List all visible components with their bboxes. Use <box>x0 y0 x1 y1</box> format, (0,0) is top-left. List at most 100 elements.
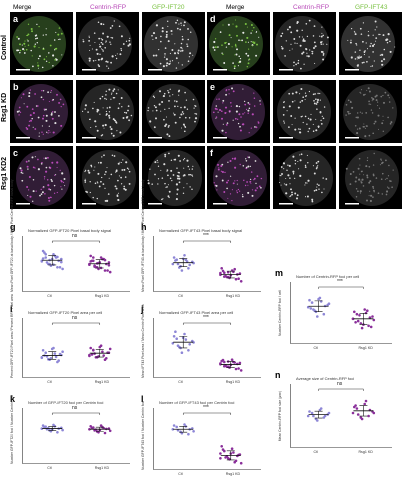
data-point <box>98 345 102 349</box>
data-point <box>93 352 96 355</box>
error-bar <box>179 336 188 349</box>
chart-ylabel-i: Percent GFP-IFT20 Pixel area / Percent R… <box>10 294 14 378</box>
panel-letter-h: h <box>141 222 147 232</box>
micrograph-panel <box>339 12 402 75</box>
data-point <box>106 269 109 272</box>
data-point <box>108 347 112 351</box>
x-tick-label: Ctl <box>178 380 183 384</box>
data-point <box>94 428 98 431</box>
data-point <box>61 267 64 271</box>
data-point <box>60 257 63 261</box>
x-tick-label: Ctl <box>47 380 52 384</box>
data-point <box>363 402 366 406</box>
data-point <box>360 417 364 421</box>
data-point <box>103 431 107 435</box>
data-point <box>226 270 230 274</box>
data-point <box>234 277 238 281</box>
data-point <box>230 447 234 450</box>
error-bar <box>226 361 235 368</box>
chart-axes <box>290 282 392 344</box>
data-point <box>317 297 320 301</box>
data-point <box>316 419 319 422</box>
data-point <box>44 351 47 354</box>
chart-title-l: Number of GFP-IFT43 foci per Centrin foc… <box>159 400 235 405</box>
data-point <box>175 425 178 429</box>
data-point <box>238 361 242 365</box>
data-point <box>371 315 374 318</box>
micrograph-panel <box>273 146 336 209</box>
row-label-kd: Rsg1 KD <box>1 92 8 122</box>
data-point <box>41 257 45 260</box>
chart-title-j: Normalized GFP-IFT43 Pixel area per cell <box>159 310 234 315</box>
data-point <box>44 253 47 256</box>
chart-title-h: Normalized GFP-IFT43 Pixel basal body si… <box>159 228 243 233</box>
panel-letter-c: c <box>13 148 19 158</box>
data-point <box>322 312 326 316</box>
data-point <box>183 254 186 257</box>
data-point <box>220 267 223 270</box>
micrograph-panel <box>10 12 73 75</box>
data-point <box>360 326 364 330</box>
data-point <box>234 367 238 371</box>
data-point <box>221 448 225 451</box>
data-point <box>188 263 191 267</box>
chart-plot-n <box>290 384 392 448</box>
micrograph-panel <box>76 146 139 209</box>
data-point <box>237 277 240 280</box>
data-point <box>219 271 222 275</box>
row-label-control: Control <box>1 35 8 60</box>
panel-letter-i: i <box>10 304 13 314</box>
data-point <box>172 424 176 427</box>
data-point <box>92 256 95 259</box>
chart-plot-h <box>153 236 261 292</box>
data-point <box>90 353 94 356</box>
data-point <box>41 349 45 352</box>
chart-plot-j <box>153 318 261 378</box>
x-tick-label: Rsg1 KD <box>94 380 110 384</box>
panel-letter-e: e <box>210 82 216 92</box>
data-point <box>93 265 96 268</box>
data-point <box>54 355 58 359</box>
micrograph-panel <box>10 80 73 143</box>
micrograph-panel <box>207 12 270 75</box>
x-tick-label: Rsg1 KD <box>358 450 373 454</box>
data-point <box>310 301 314 304</box>
error-bar <box>359 312 368 325</box>
chart-ylabel-n: Mean Centrin-RFP foci size (μm²) <box>278 390 282 442</box>
data-point <box>368 316 372 319</box>
data-point <box>89 346 92 350</box>
data-point <box>239 280 243 283</box>
row-label-kd2: Rsg1 KD2 <box>1 156 8 190</box>
data-point <box>233 460 236 464</box>
data-point <box>327 411 331 415</box>
data-point <box>239 369 243 372</box>
significance-label-m: *** <box>337 279 343 285</box>
data-point <box>355 407 359 410</box>
data-point <box>107 264 111 267</box>
x-tick-label: Rsg1 KD <box>358 346 373 350</box>
data-point <box>192 341 195 344</box>
data-point <box>366 309 369 312</box>
data-point <box>308 298 311 302</box>
data-point <box>58 266 62 269</box>
data-point <box>92 348 95 352</box>
data-point <box>103 269 107 272</box>
header-right-centrin: Centrin-RFP <box>293 4 330 11</box>
data-point <box>53 352 57 355</box>
chart-axes <box>22 408 130 464</box>
data-point <box>180 431 184 435</box>
data-point <box>319 407 323 410</box>
error-bar <box>226 450 235 461</box>
data-point <box>233 267 236 271</box>
panel-letter-l: l <box>141 394 144 404</box>
chart-title-i: Normalized GFP-IFT20 Pixel area per cell <box>28 310 103 315</box>
block-divider <box>205 12 206 209</box>
data-point <box>223 364 226 368</box>
data-point <box>185 260 189 263</box>
header-right-gfp: GFP-IFT43 <box>355 4 388 11</box>
data-point <box>239 461 243 465</box>
data-point <box>171 262 175 266</box>
panel-letter-b: b <box>13 82 19 92</box>
data-point <box>108 270 112 274</box>
micrograph-panel <box>273 12 336 75</box>
